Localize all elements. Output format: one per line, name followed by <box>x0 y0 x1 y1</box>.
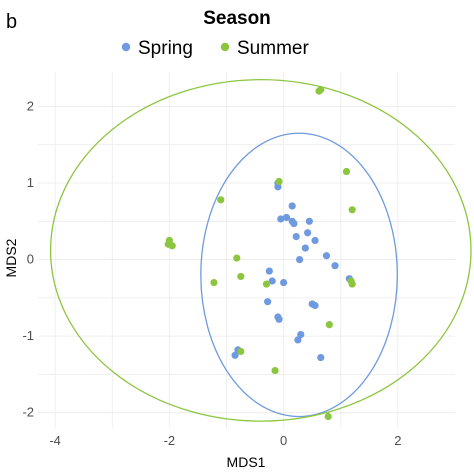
point-summer <box>271 366 279 375</box>
point-spring <box>282 213 291 222</box>
point-summer <box>237 347 245 356</box>
point-summer <box>325 321 333 329</box>
legend-label-spring: Spring <box>138 38 193 59</box>
point-summer <box>315 87 323 95</box>
y-tick-label: -2 <box>22 405 34 420</box>
point-spring <box>297 330 305 339</box>
point-spring <box>231 351 239 359</box>
data-points <box>164 86 356 421</box>
ellipse-spring <box>200 132 398 418</box>
y-tick-label: 1 <box>27 175 34 190</box>
x-axis-label: MDS1 <box>227 454 266 470</box>
point-summer <box>262 280 271 288</box>
legend-title: Season <box>203 8 271 29</box>
point-spring <box>277 215 285 223</box>
point-spring <box>290 219 298 228</box>
point-spring <box>294 336 302 344</box>
point-spring <box>304 229 312 237</box>
y-tick-label: 2 <box>27 98 34 113</box>
point-summer <box>164 240 172 248</box>
point-spring <box>268 277 276 285</box>
grid <box>38 72 455 428</box>
legend: Season Spring Summer <box>121 8 309 59</box>
tick-labels: -4 -2 0 2 -2 -1 0 1 2 <box>22 98 401 448</box>
legend-marker-summer <box>220 42 230 52</box>
point-summer <box>237 272 245 281</box>
panel-label: b <box>6 11 17 33</box>
point-spring <box>301 244 309 252</box>
y-tick-label: -1 <box>22 328 34 343</box>
point-spring <box>296 255 304 264</box>
point-spring <box>288 202 296 210</box>
point-spring <box>292 233 300 241</box>
point-summer <box>348 280 356 288</box>
point-spring <box>274 183 282 191</box>
ellipse-summer <box>49 79 472 422</box>
legend-marker-spring <box>121 42 131 52</box>
point-summer <box>233 254 241 262</box>
point-spring <box>280 278 288 287</box>
point-summer <box>275 177 283 186</box>
y-tick-label: 0 <box>27 252 34 267</box>
point-spring <box>322 252 331 260</box>
point-summer <box>324 412 332 421</box>
x-tick-label: 2 <box>394 433 401 448</box>
point-spring <box>317 353 325 362</box>
y-axis-label: MDS2 <box>3 238 19 277</box>
point-spring <box>305 217 313 225</box>
point-spring <box>311 236 319 245</box>
confidence-ellipses <box>49 79 472 422</box>
point-summer <box>210 278 218 287</box>
legend-label-summer: Summer <box>237 38 309 59</box>
point-spring <box>331 262 339 270</box>
x-tick-label: -2 <box>164 433 176 448</box>
point-summer <box>342 167 351 176</box>
point-spring <box>311 301 319 310</box>
point-spring <box>265 267 273 275</box>
point-spring <box>264 298 272 306</box>
x-tick-label: -4 <box>49 433 61 448</box>
point-spring <box>275 315 283 323</box>
point-summer <box>348 206 356 214</box>
legend-items: Spring Summer <box>121 38 309 59</box>
point-summer <box>217 196 225 204</box>
x-tick-label: 0 <box>280 433 287 448</box>
